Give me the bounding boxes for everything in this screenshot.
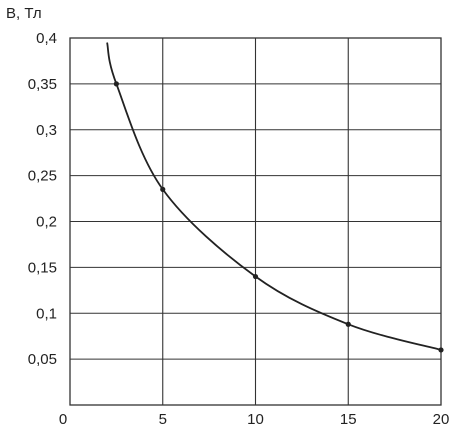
data-point (252, 273, 259, 280)
data-point (345, 321, 351, 327)
series-line (106, 42, 442, 351)
data-point (113, 81, 119, 87)
y-tick-label: 0,4 (36, 30, 57, 47)
y-tick-label: 0,1 (36, 305, 57, 322)
y-tick-label: 0,05 (28, 351, 57, 368)
y-tick-label: 0,25 (28, 168, 57, 185)
y-tick-label: 0,35 (28, 76, 57, 93)
x-tick-labels: 0 5 10 15 20 (59, 411, 450, 428)
y-tick-labels: 0,05 0,1 0,15 0,2 0,25 0,3 0,35 0,4 (28, 30, 57, 368)
x-tick-label: 10 (247, 411, 264, 428)
x-tick-label: 0 (59, 411, 67, 428)
data-point (438, 347, 444, 353)
y-tick-label: 0,3 (36, 122, 57, 139)
x-tick-label: 5 (159, 411, 167, 428)
grid (69, 37, 442, 406)
y-tick-label: 0,2 (36, 214, 57, 231)
data-point (160, 186, 166, 192)
y-axis-title: B, Тл (6, 5, 42, 22)
y-tick-label: 0,15 (28, 259, 57, 276)
x-tick-label: 15 (340, 411, 357, 428)
data-points (113, 81, 444, 353)
x-tick-label: 20 (433, 411, 450, 428)
series-curve-group (106, 42, 442, 351)
